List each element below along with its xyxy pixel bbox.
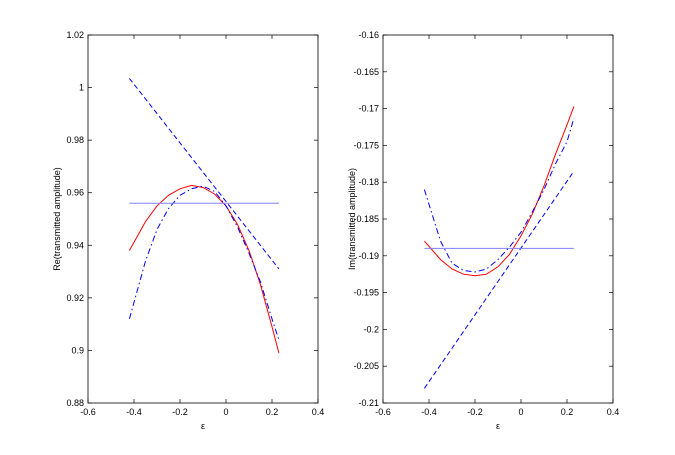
x-tick-label: -0.4 [421, 407, 437, 417]
chart-2: -0.6 -0.4 -0.2 0 0.2 0.4 -0.21 -0.205 -0.2 -0.195… [347, 30, 619, 431]
y-tick-label: -0.18 [358, 177, 379, 187]
y-axis-label: Im(transmitted amplitude) [347, 168, 357, 270]
series-line-3 [423, 170, 575, 389]
y-tick-label: -0.19 [358, 251, 379, 261]
y-tick-label: -0.2 [363, 324, 379, 334]
x-tick-label: -0.6 [375, 407, 391, 417]
x-axis-label: ε [201, 421, 205, 431]
x-tick-label: -0.6 [80, 407, 96, 417]
y-tick-label: 0.98 [66, 135, 84, 145]
series-line-1 [424, 106, 575, 277]
series-line-2 [423, 118, 575, 273]
y-tick-label: -0.21 [358, 398, 379, 408]
x-axis-label: ε [496, 421, 500, 431]
y-tick-label: -0.16 [358, 30, 379, 40]
y-axis-label: Re(transmitted amplitude) [52, 167, 62, 271]
plot-frame [87, 34, 319, 404]
x-tick-label: 0.4 [607, 407, 620, 417]
y-tick-label: 1.02 [66, 30, 84, 40]
y-tick-label: -0.175 [353, 140, 379, 150]
x-tick-label: 0.4 [312, 407, 325, 417]
y-tick-label: 0.88 [66, 398, 84, 408]
y-tick-label: -0.195 [353, 288, 379, 298]
series-line-1 [128, 184, 280, 354]
series-line-3 [129, 78, 280, 270]
chart-1: -0.6 -0.4 -0.2 0 0.2 0.4 0.88 0.9 0.92 0.94 0.96 0.… [52, 30, 324, 431]
x-tick-label: 0.2 [266, 407, 279, 417]
y-tick-label: 0.92 [66, 293, 84, 303]
y-tick-label: -0.205 [353, 361, 379, 371]
x-tick-label: -0.4 [126, 407, 142, 417]
x-tick-label: 0 [518, 407, 523, 417]
y-tick-label: -0.165 [353, 67, 379, 77]
y-tick-label: -0.185 [353, 214, 379, 224]
x-tick-label: 0 [223, 407, 228, 417]
y-tick-label: 0.94 [66, 240, 84, 250]
y-tick-label: -0.17 [358, 104, 379, 114]
series-line-2 [128, 185, 280, 341]
y-tick-label: 0.9 [71, 345, 84, 355]
y-tick-label: 1 [79, 83, 84, 93]
x-tick-label: -0.2 [467, 407, 483, 417]
x-tick-label: -0.2 [172, 407, 188, 417]
y-tick-label: 0.96 [66, 188, 84, 198]
x-tick-label: 0.2 [561, 407, 574, 417]
